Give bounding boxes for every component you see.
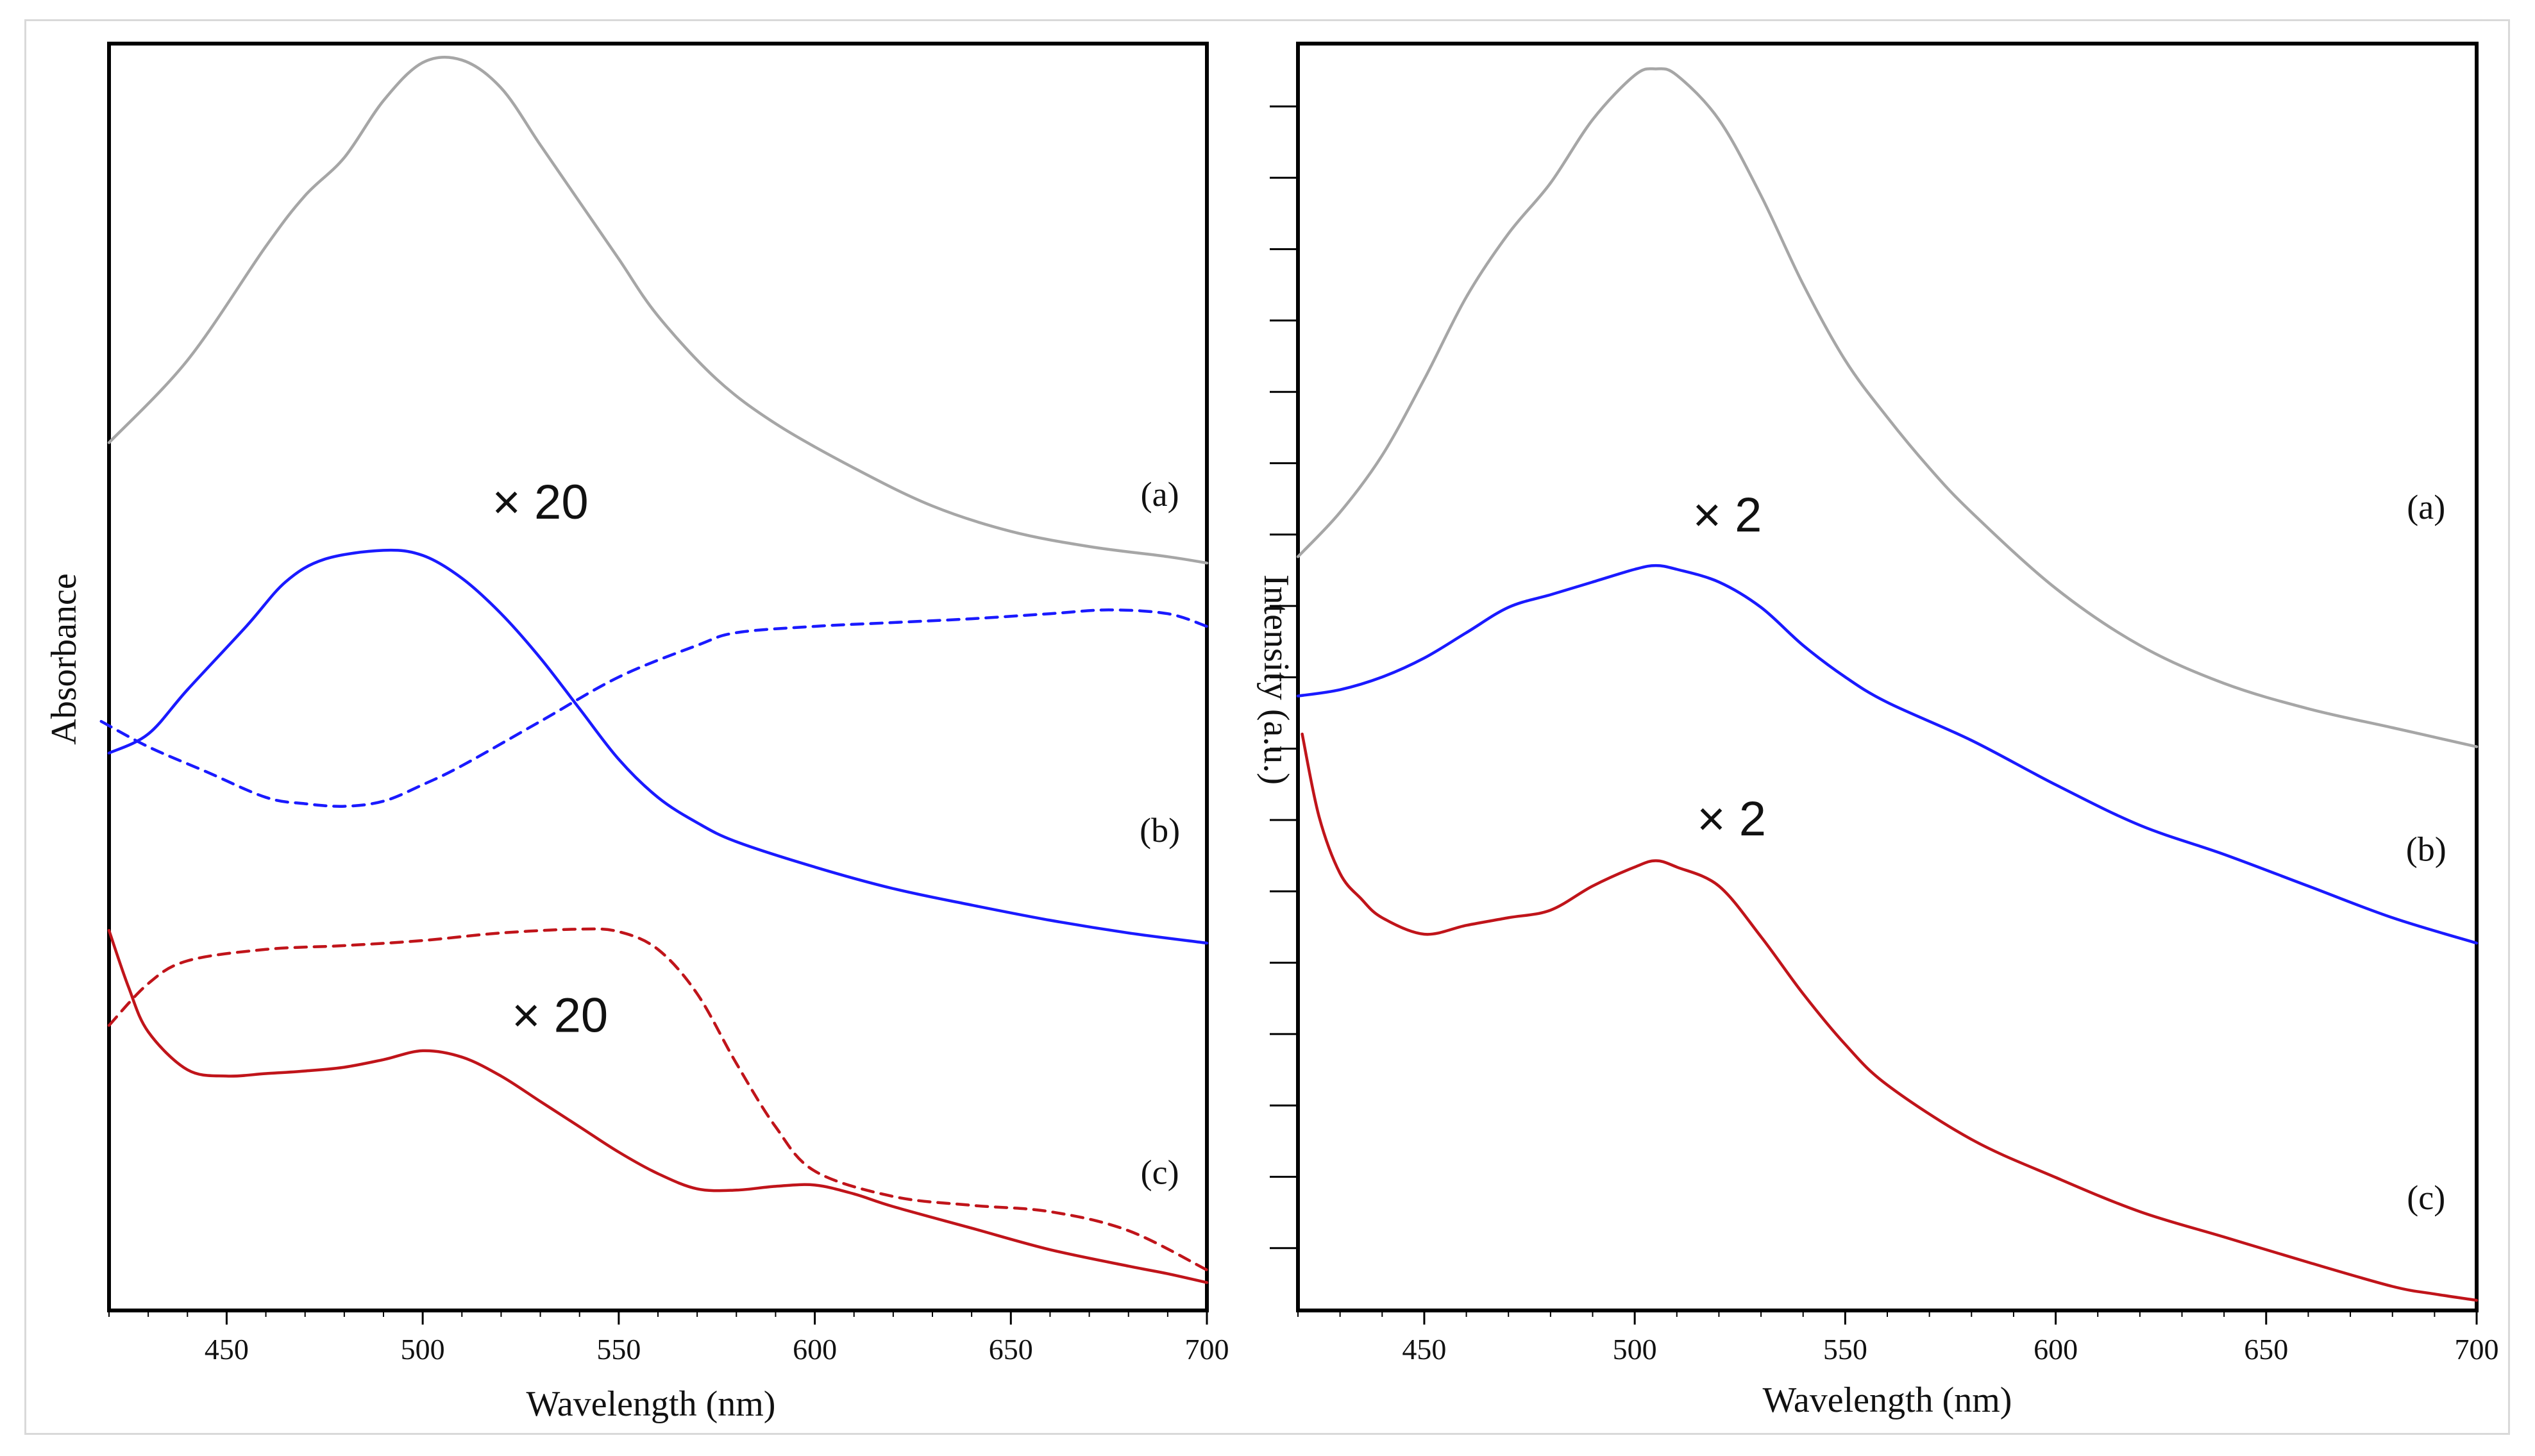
right-x-tick-label-550: 550 — [1823, 1333, 1867, 1366]
left-annotation-1: (b) — [1140, 811, 1180, 849]
left-x-tick-label-600: 600 — [793, 1333, 837, 1366]
right-x-tick-label-700: 700 — [2455, 1333, 2499, 1366]
left-series-c-dashed — [107, 927, 1209, 1272]
right-y-axis-title: Intensity (a.u.) — [1256, 574, 1296, 785]
left-plot-area: 450 500 550 600 650 700 (a) (b) (c) × 20 × 20 — [99, 55, 1229, 1366]
right-series-b — [1296, 564, 2479, 945]
right-plot-frame — [1296, 42, 2479, 1312]
left-x-tick-label-450: 450 — [205, 1333, 249, 1366]
right-series-a — [1296, 67, 2479, 748]
right-annotation-0: (a) — [2407, 488, 2445, 526]
right-x-tick-label-500: 500 — [1613, 1333, 1657, 1366]
left-x-tick-label-500: 500 — [401, 1333, 445, 1366]
right-x-tick-label-600: 600 — [2034, 1333, 2078, 1366]
left-annotation-2: (c) — [1141, 1153, 1179, 1191]
left-series-a — [107, 55, 1209, 565]
right-annotation-2: (c) — [2407, 1178, 2445, 1217]
right-x-tick-label-650: 650 — [2244, 1333, 2288, 1366]
right-annotation-1: (b) — [2406, 830, 2447, 869]
left-panel-absorbance: 450 500 550 600 650 700 (a) (b) (c) × 20 × 20 Wave… — [44, 42, 1229, 1424]
left-series-c — [107, 928, 1209, 1284]
right-x-axis-title: Wavelength (nm) — [1763, 1380, 2012, 1420]
left-annotation-4: × 20 — [512, 988, 608, 1042]
right-annotation-3: × 2 — [1693, 488, 1762, 542]
left-x-tick-label-650: 650 — [989, 1333, 1033, 1366]
left-x-axis-title: Wavelength (nm) — [526, 1384, 776, 1424]
left-series-b — [107, 548, 1209, 945]
right-series-c — [1301, 732, 2479, 1302]
left-series-b-dashed — [99, 608, 1209, 808]
right-panel-intensity: 450 500 550 600 650 700 (a) (b) (c) × 2 × 2 Wavele… — [1256, 42, 2499, 1420]
right-annotation-4: × 2 — [1697, 792, 1766, 846]
left-x-tick-label-700: 700 — [1185, 1333, 1229, 1366]
right-plot-area: 450 500 550 600 650 700 (a) (b) (c) × 2 × 2 — [1270, 67, 2499, 1366]
left-x-tick-label-550: 550 — [596, 1333, 641, 1366]
right-x-tick-label-450: 450 — [1402, 1333, 1446, 1366]
figure-frame — [24, 19, 2510, 1435]
left-annotation-3: × 20 — [493, 475, 589, 530]
left-annotation-0: (a) — [1141, 475, 1179, 514]
left-y-axis-title: Absorbance — [44, 573, 84, 744]
